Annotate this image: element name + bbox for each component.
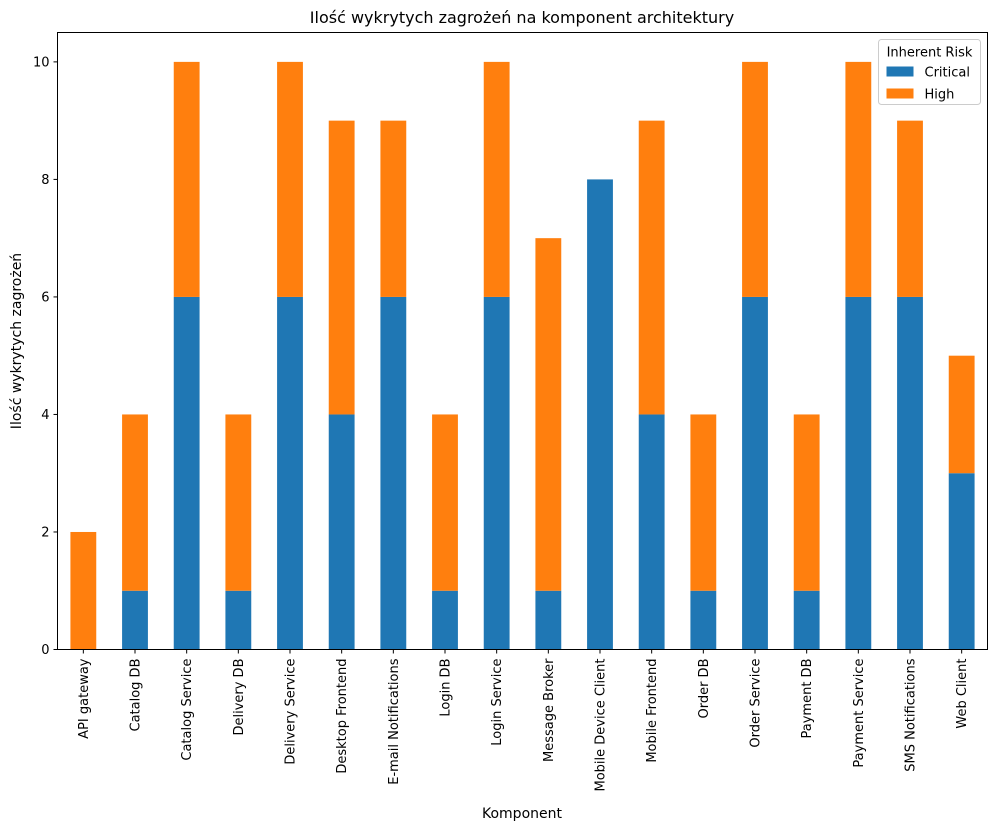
bar-critical (638, 414, 665, 650)
x-tick-label: Payment DB (800, 659, 815, 739)
bar-high (328, 120, 355, 415)
bar-high (690, 414, 717, 591)
bar-high (432, 414, 458, 591)
legend-swatch (886, 66, 914, 77)
chart-title: Ilość wykrytych zagrożeń na komponent ar… (310, 8, 734, 27)
bar-high (793, 414, 820, 591)
x-tick-label: Login Service (490, 658, 505, 745)
x-tick-label: Catalog Service (180, 659, 195, 761)
bar-high (277, 61, 303, 297)
legend-item-label: High (925, 88, 955, 103)
x-tick-label: API gateway (77, 658, 92, 739)
bar-high (380, 120, 407, 297)
x-tick-label: Message Broker (542, 658, 557, 762)
bar-high (845, 61, 872, 297)
bar-high (897, 120, 923, 297)
bar-critical (380, 296, 407, 650)
x-tick-label: Login DB (439, 659, 454, 717)
x-tick-label: Payment Service (852, 659, 867, 768)
bar-critical (793, 590, 820, 650)
bar-high (535, 238, 562, 591)
bar-critical (328, 414, 355, 650)
bar-critical (225, 590, 252, 650)
bar-critical (742, 296, 768, 650)
bar-high (70, 531, 97, 650)
legend-box (878, 39, 981, 105)
x-tick-label: Order Service (749, 659, 764, 748)
legend-item-label: Critical (925, 66, 970, 81)
x-tick-label: Delivery Service (284, 658, 299, 764)
y-tick-label: 2 (41, 525, 49, 540)
bar-critical (948, 473, 975, 650)
bar-critical (483, 296, 510, 650)
bar-critical (173, 296, 200, 650)
x-tick-label: E-mail Notifications (387, 658, 402, 784)
bar-high (638, 120, 665, 415)
bar-critical (535, 590, 562, 650)
plot-frame (57, 32, 988, 650)
y-axis-label: Ilość wykrytych zagrożeń (9, 253, 25, 429)
x-axis-label: Komponent (482, 806, 562, 822)
x-tick-label: Order DB (697, 659, 712, 719)
bar-high (173, 61, 200, 297)
y-tick-label: 10 (33, 55, 50, 70)
x-tick-label: Delivery DB (232, 659, 247, 736)
bar-critical (690, 590, 717, 650)
x-tick-label: Catalog DB (129, 659, 144, 732)
bar-critical (587, 179, 613, 650)
x-tick-label: Mobile Device Client (594, 659, 609, 792)
bar-critical (432, 590, 458, 650)
plot-area: 0 2 4 6 8 10 API gateway Catalog DB Catalog Serv… (33, 55, 975, 792)
legend: Inherent Risk Critical High (878, 39, 981, 105)
bar-high (483, 61, 510, 297)
bar-critical (122, 590, 148, 650)
bar-critical (277, 296, 303, 650)
x-tick-label: SMS Notifications (904, 658, 919, 771)
bar-high (742, 61, 768, 297)
legend-swatch (886, 88, 914, 99)
bar-critical (897, 296, 923, 650)
y-tick-label: 4 (41, 408, 49, 423)
y-tick-label: 8 (41, 173, 49, 188)
bar-high (225, 414, 252, 591)
x-tick-label: Web Client (955, 659, 970, 729)
bar-high (122, 414, 148, 591)
x-tick-label: Desktop Frontend (335, 659, 350, 774)
bar-high (948, 355, 975, 474)
bar-critical (845, 296, 872, 650)
legend-title: Inherent Risk (887, 46, 973, 61)
y-tick-label: 6 (41, 290, 49, 305)
y-tick-label: 0 (41, 643, 49, 658)
x-tick-label: Mobile Frontend (645, 659, 660, 763)
